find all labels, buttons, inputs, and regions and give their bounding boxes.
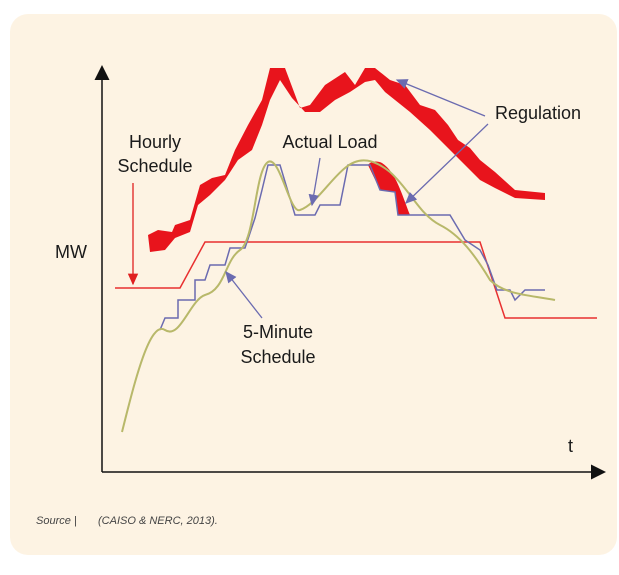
five-minute-schedule-line	[159, 164, 545, 331]
regulation-area	[368, 161, 410, 215]
label: Hourly	[129, 132, 181, 152]
label: 5-Minute	[243, 322, 313, 342]
source-label: Source |	[36, 515, 77, 527]
x-axis-label: t	[568, 436, 573, 456]
y-axis-label: MW	[55, 242, 87, 262]
regulation-arrow	[395, 79, 486, 117]
label: Schedule	[240, 347, 315, 367]
hourly-schedule-line	[115, 241, 597, 319]
label: Actual Load	[282, 132, 377, 152]
actual-load-arrow	[308, 157, 321, 207]
regulation-arrow	[405, 123, 489, 204]
label: Regulation	[495, 103, 581, 123]
five-minute-arrow	[225, 270, 263, 319]
actual-load-curve	[121, 159, 556, 433]
label: Schedule	[117, 156, 192, 176]
source-citation: (CAISO & NERC, 2013).	[98, 515, 218, 527]
panel	[10, 14, 617, 555]
regulation-band	[148, 68, 545, 252]
